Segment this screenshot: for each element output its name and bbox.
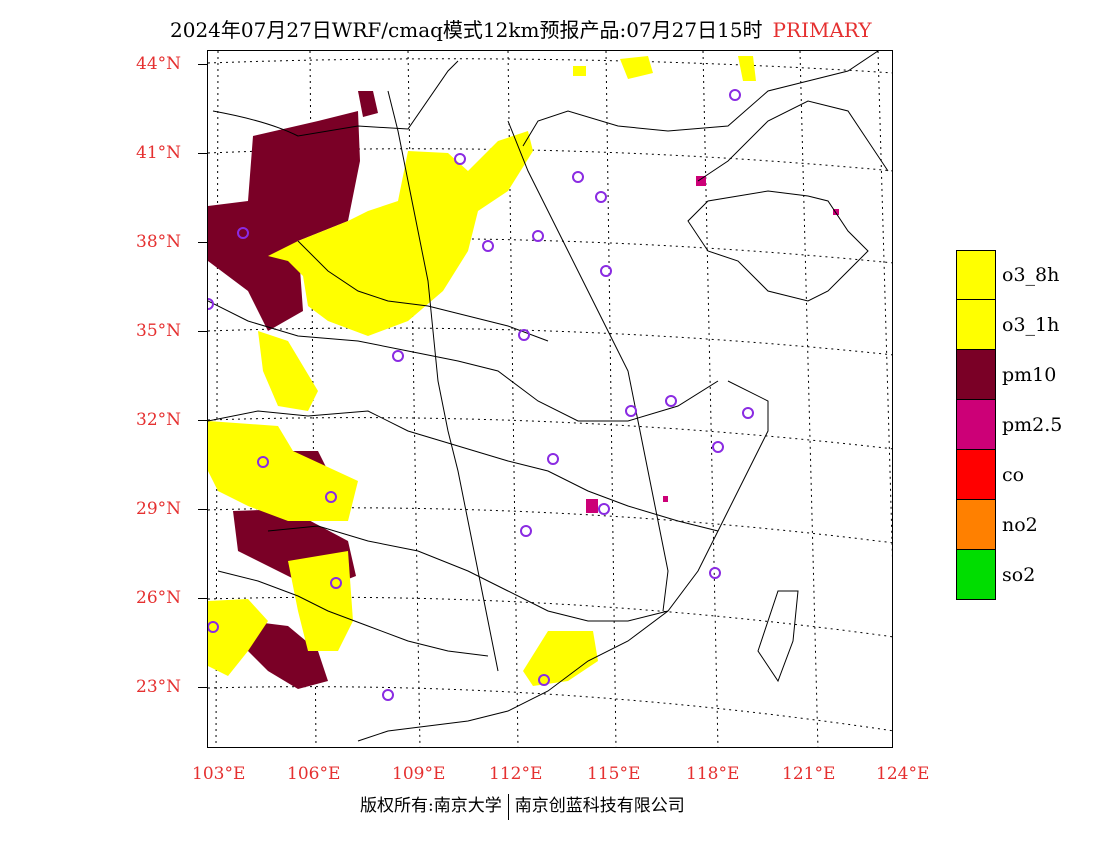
- lat-tick: [198, 509, 207, 510]
- lon-label-121: 121°E: [782, 764, 836, 784]
- lat-tick: [198, 64, 207, 65]
- station-marker: [547, 453, 559, 465]
- lat-label-41: 41°N: [136, 143, 182, 163]
- lon-label-118: 118°E: [686, 764, 740, 784]
- legend-item-co: co: [956, 450, 1096, 500]
- lat-tick: [198, 242, 207, 243]
- forecast-map: [207, 50, 893, 748]
- station-marker: [625, 405, 637, 417]
- lat-tick: [198, 598, 207, 599]
- legend-label: pm2.5: [1002, 414, 1063, 436]
- copyright-owner: 版权所有:南京大学: [360, 796, 502, 816]
- map-canvas: [208, 51, 892, 747]
- station-marker: [454, 153, 466, 165]
- station-marker: [595, 191, 607, 203]
- station-marker: [520, 525, 532, 537]
- footer-separator: [507, 793, 509, 820]
- lat-tick: [198, 331, 207, 332]
- lat-label-44: 44°N: [136, 54, 182, 74]
- lat-label-26: 26°N: [136, 588, 182, 608]
- pollutant-legend: o3_8h o3_1h pm10 pm2.5 co no2 so2: [956, 250, 1096, 600]
- copyright-footer: 版权所有:南京大学 南京创蓝科技有限公司: [360, 791, 685, 820]
- lat-label-32: 32°N: [136, 410, 182, 430]
- legend-swatch: [956, 300, 996, 350]
- legend-swatch: [956, 500, 996, 550]
- station-marker: [208, 621, 219, 633]
- lon-label-106: 106°E: [287, 764, 341, 784]
- lon-label-124: 124°E: [876, 764, 930, 784]
- legend-swatch: [956, 450, 996, 500]
- station-marker: [538, 674, 550, 686]
- lat-label-29: 29°N: [136, 499, 182, 519]
- station-marker: [325, 491, 337, 503]
- station-marker: [709, 567, 721, 579]
- legend-label: co: [1002, 464, 1025, 486]
- title-primary-tag: PRIMARY: [772, 18, 872, 42]
- legend-item-o3-8h: o3_8h: [956, 250, 1096, 300]
- station-marker: [382, 689, 394, 701]
- station-marker: [572, 171, 584, 183]
- lat-tick: [198, 420, 207, 421]
- legend-swatch: [956, 400, 996, 450]
- lat-tick: [198, 687, 207, 688]
- map-title: 2024年07月27日WRF/cmaq模式12km预报产品:07月27日15时 P…: [170, 14, 872, 43]
- station-marker: [532, 230, 544, 242]
- legend-item-pm10: pm10: [956, 350, 1096, 400]
- pm25-spots: [586, 176, 839, 513]
- legend-swatch: [956, 550, 996, 600]
- boundaries: [208, 51, 889, 742]
- station-marker: [392, 350, 404, 362]
- lon-label-112: 112°E: [489, 764, 543, 784]
- legend-item-pm25: pm2.5: [956, 400, 1096, 450]
- station-marker: [237, 227, 249, 239]
- o3-regions: [208, 56, 756, 686]
- station-marker: [742, 407, 754, 419]
- legend-swatch: [956, 350, 996, 400]
- station-marker: [518, 329, 530, 341]
- legend-label: o3_1h: [1002, 314, 1060, 336]
- station-marker: [330, 577, 342, 589]
- lat-label-38: 38°N: [136, 232, 182, 252]
- legend-item-o3-1h: o3_1h: [956, 300, 1096, 350]
- station-marker: [665, 395, 677, 407]
- legend-label: pm10: [1002, 364, 1057, 386]
- title-main: 2024年07月27日WRF/cmaq模式12km预报产品:07月27日15时: [170, 18, 763, 42]
- legend-item-so2: so2: [956, 550, 1096, 600]
- station-marker: [482, 240, 494, 252]
- copyright-company: 南京创蓝科技有限公司: [514, 796, 685, 816]
- station-markers: [208, 89, 754, 701]
- legend-label: o3_8h: [1002, 264, 1060, 286]
- station-marker: [600, 265, 612, 277]
- legend-label: so2: [1002, 564, 1036, 586]
- station-marker: [208, 298, 214, 310]
- legend-label: no2: [1002, 514, 1038, 536]
- legend-swatch: [956, 250, 996, 300]
- station-marker: [257, 456, 269, 468]
- lon-label-109: 109°E: [392, 764, 446, 784]
- lon-label-115: 115°E: [587, 764, 641, 784]
- station-marker: [729, 89, 741, 101]
- lat-label-35: 35°N: [136, 321, 182, 341]
- station-marker: [598, 503, 610, 515]
- lat-tick: [198, 153, 207, 154]
- legend-item-no2: no2: [956, 500, 1096, 550]
- lon-label-103: 103°E: [192, 764, 246, 784]
- station-marker: [712, 441, 724, 453]
- lat-label-23: 23°N: [136, 677, 182, 697]
